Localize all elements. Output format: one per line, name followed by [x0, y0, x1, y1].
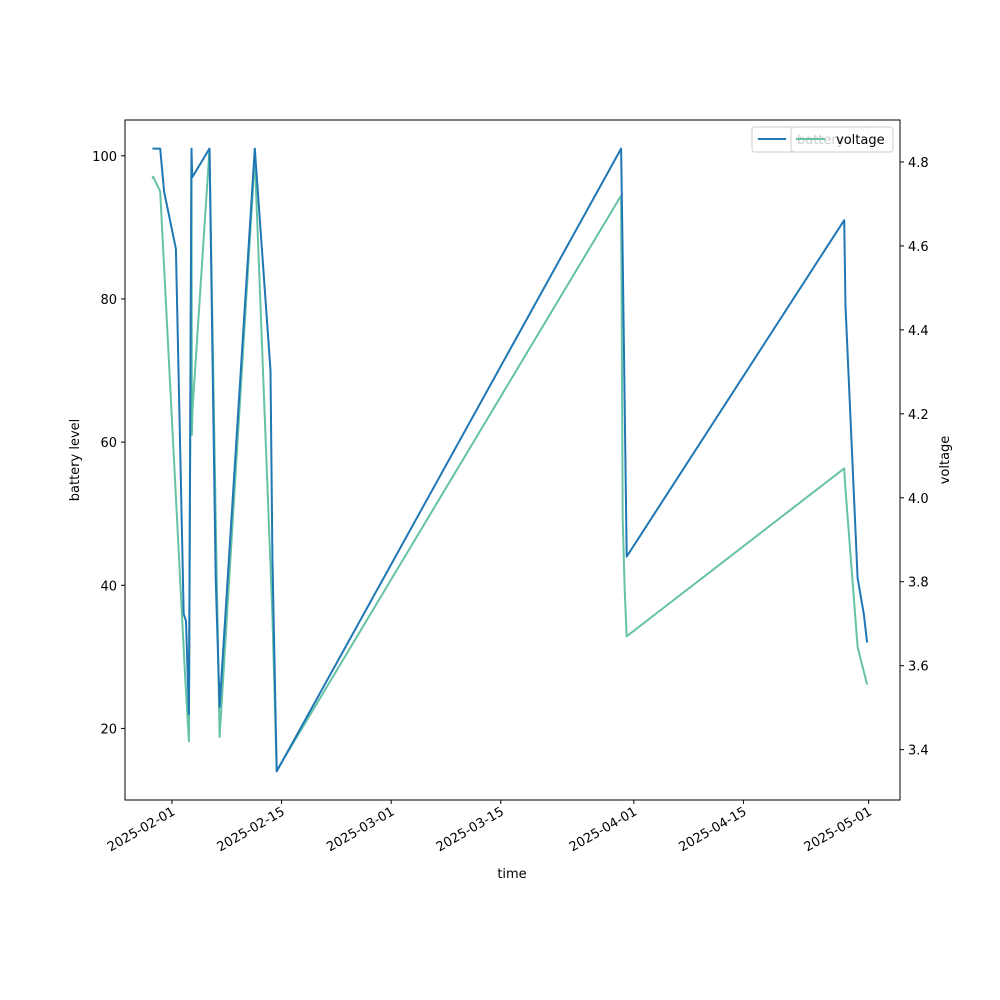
y2-tick-label: 4.8 [908, 156, 929, 171]
y2-tick-label: 4.0 [908, 492, 929, 507]
x-axis-title: time [497, 867, 526, 882]
y-tick-label: 100 [92, 150, 117, 165]
y-tick-label: 60 [100, 436, 117, 451]
y-axis-ticks: 20 40 60 80 100 [92, 150, 125, 737]
y2-tick-label: 3.8 [908, 576, 929, 591]
y2-axis-title: voltage [938, 436, 953, 485]
y2-tick-label: 4.6 [908, 240, 929, 255]
y-axis-title: battery level [68, 419, 83, 502]
legend-voltage: voltage [790, 126, 894, 153]
y2-tick-label: 4.4 [908, 324, 929, 339]
series-line-battery [152, 147, 869, 773]
y2-tick-label: 3.4 [908, 744, 929, 759]
y2-tick-label: 4.2 [908, 408, 929, 423]
y-tick-label: 20 [100, 722, 117, 737]
legend-voltage-label: voltage [836, 133, 885, 148]
y-tick-label: 80 [100, 293, 117, 308]
y-tick-label: 40 [100, 579, 117, 594]
legend-voltage-frame [790, 126, 894, 153]
y2-tick-label: 3.6 [908, 660, 929, 675]
plot-area-frame [124, 119, 901, 801]
y2-axis-ticks: 3.4 3.6 3.8 4.0 4.2 4.4 4.6 4.8 [900, 156, 929, 759]
plot-lines [151, 147, 869, 773]
series-line-voltage [151, 148, 869, 772]
